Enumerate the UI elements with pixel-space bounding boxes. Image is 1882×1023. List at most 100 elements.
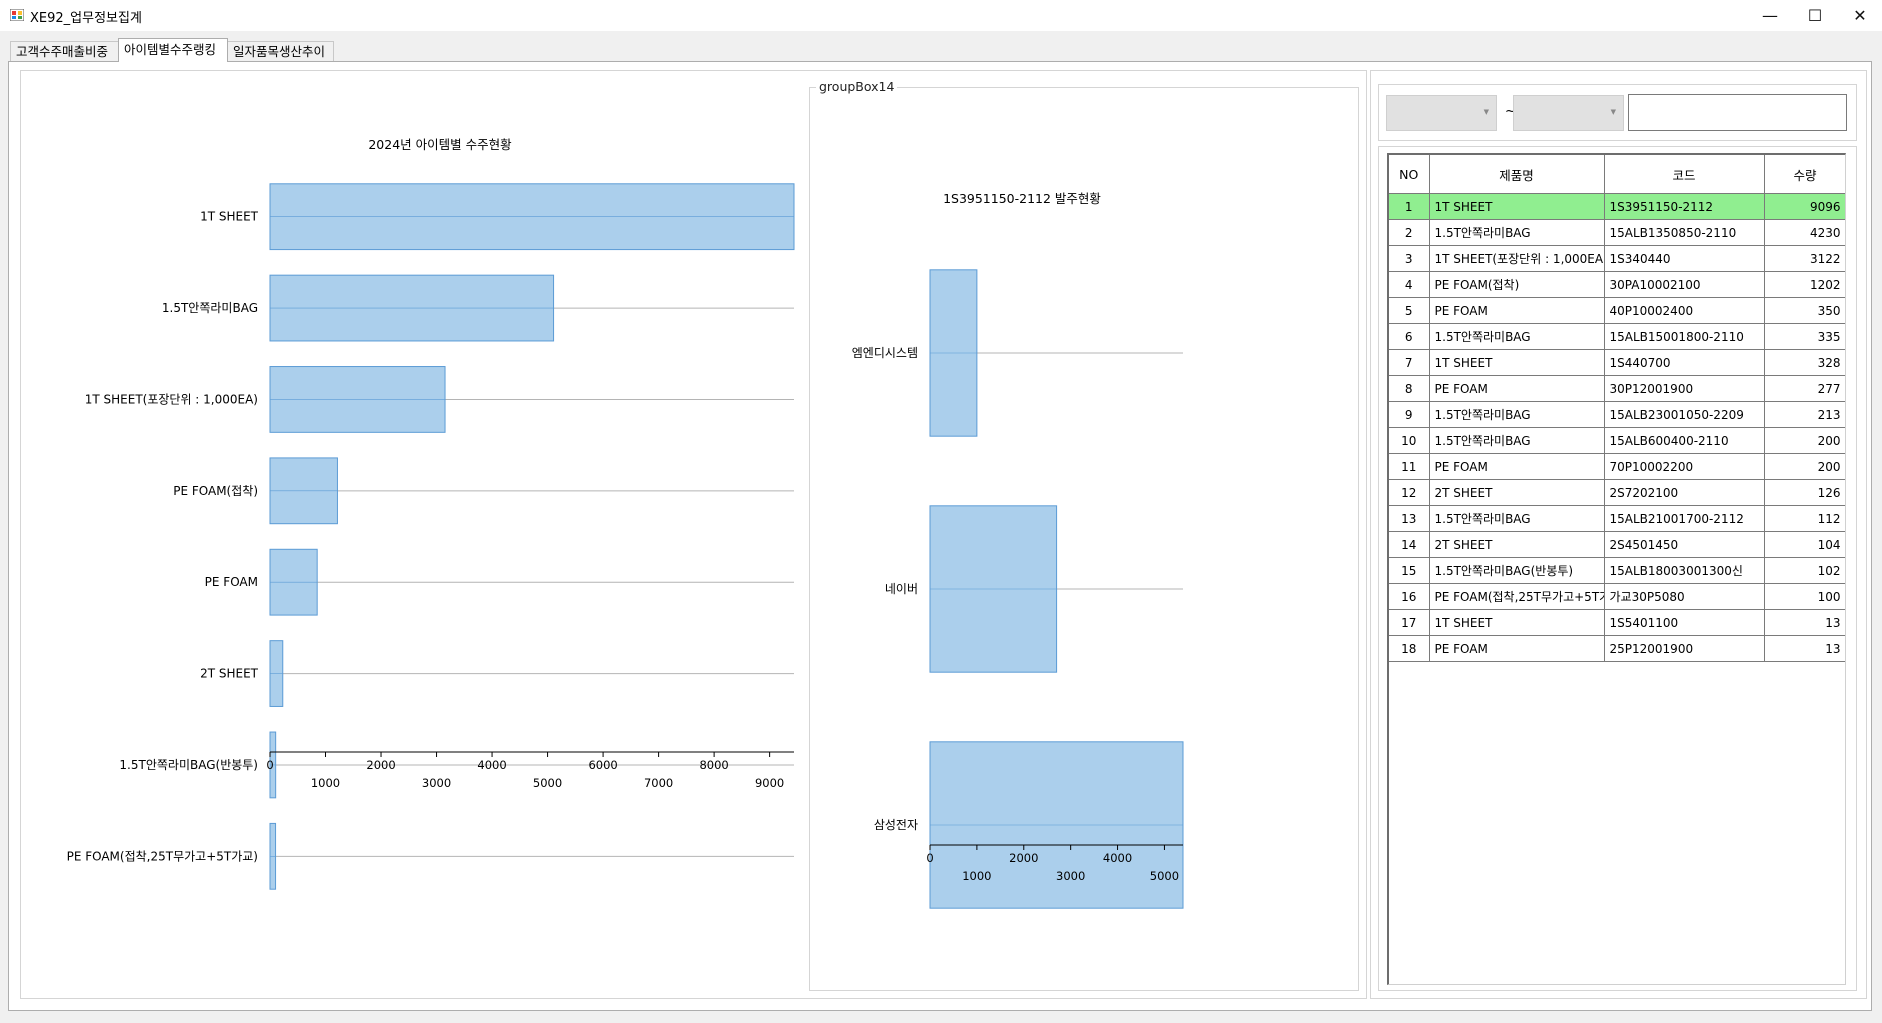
table-row[interactable]: 6 1.5T안쪽라미BAG 15ALB15001800-2110 335	[1389, 324, 1846, 350]
maximize-button[interactable]: ☐	[1792, 0, 1838, 31]
window-title: XE92_업무정보집계	[30, 7, 142, 26]
table-row[interactable]: 8 PE FOAM 30P12001900 277	[1389, 376, 1846, 402]
x-tick-label: 0	[266, 758, 273, 772]
category-label: 삼성전자	[874, 818, 918, 832]
row-number: 18	[1389, 636, 1429, 662]
product-name-cell: 1.5T안쪽라미BAG	[1429, 428, 1604, 454]
table-row[interactable]: 18 PE FOAM 25P12001900 13	[1389, 636, 1846, 662]
item-ranking-grid[interactable]: NO 제품명 코드 수량 1 1T SHEET 1S3951150-2112 9096…	[1387, 153, 1846, 985]
quantity-cell: 13	[1764, 636, 1846, 662]
tab-item-order-ranking[interactable]: 아이템별수주랭킹	[118, 38, 228, 62]
quantity-cell: 1202	[1764, 272, 1846, 298]
quantity-cell: 3122	[1764, 246, 1846, 272]
row-number: 17	[1389, 610, 1429, 636]
quantity-cell: 350	[1764, 298, 1846, 324]
table-row[interactable]: 15 1.5T안쪽라미BAG(반봉투) 15ALB18003001300신 102	[1389, 558, 1846, 584]
code-cell: 15ALB23001050-2209	[1604, 402, 1764, 428]
table-row[interactable]: 1 1T SHEET 1S3951150-2112 9096	[1389, 194, 1846, 220]
grid-table: NO 제품명 코드 수량 1 1T SHEET 1S3951150-2112 9096…	[1389, 155, 1846, 662]
dropdown-arrow-icon: ▼	[1611, 108, 1616, 116]
column-header-quantity[interactable]: 수량	[1764, 155, 1846, 194]
product-name-cell: PE FOAM	[1429, 454, 1604, 480]
table-row[interactable]: 13 1.5T안쪽라미BAG 15ALB21001700-2112 112	[1389, 506, 1846, 532]
table-row[interactable]: 17 1T SHEET 1S5401100 13	[1389, 610, 1846, 636]
date-to-combo[interactable]: ▼	[1513, 95, 1624, 131]
table-row[interactable]: 12 2T SHEET 2S7202100 126	[1389, 480, 1846, 506]
row-number: 6	[1389, 324, 1429, 350]
x-tick-label: 3000	[422, 776, 451, 790]
tab-daily-item-production[interactable]: 일자품목생산추이	[227, 41, 334, 61]
product-name-cell: 1.5T안쪽라미BAG	[1429, 506, 1604, 532]
x-tick-label: 1000	[962, 869, 991, 883]
x-tick-label: 0	[926, 851, 933, 865]
category-label: PE FOAM	[205, 575, 258, 589]
row-number: 11	[1389, 454, 1429, 480]
row-number: 5	[1389, 298, 1429, 324]
x-tick-label: 4000	[477, 758, 506, 772]
table-row[interactable]: 11 PE FOAM 70P10002200 200	[1389, 454, 1846, 480]
row-number: 12	[1389, 480, 1429, 506]
table-row[interactable]: 4 PE FOAM(접착) 30PA10002100 1202	[1389, 272, 1846, 298]
x-tick-label: 6000	[588, 758, 617, 772]
column-header-code[interactable]: 코드	[1604, 155, 1764, 194]
close-button[interactable]: ✕	[1838, 0, 1882, 31]
x-tick-label: 7000	[644, 776, 673, 790]
table-row[interactable]: 9 1.5T안쪽라미BAG 15ALB23001050-2209 213	[1389, 402, 1846, 428]
minimize-button[interactable]: —	[1747, 0, 1793, 31]
product-name-cell: PE FOAM	[1429, 298, 1604, 324]
code-cell: 1S3951150-2112	[1604, 194, 1764, 220]
product-name-cell: 1.5T안쪽라미BAG(반봉투)	[1429, 558, 1604, 584]
code-cell: 2S4501450	[1604, 532, 1764, 558]
search-input[interactable]	[1628, 94, 1847, 131]
tab-customer-sales-share[interactable]: 고객수주매출비중	[10, 41, 119, 61]
x-tick-label: 9000	[755, 776, 784, 790]
minimize-icon: —	[1762, 6, 1778, 25]
x-tick-label: 3000	[1056, 869, 1085, 883]
quantity-cell: 126	[1764, 480, 1846, 506]
title-bar	[0, 0, 1882, 31]
table-row[interactable]: 14 2T SHEET 2S4501450 104	[1389, 532, 1846, 558]
code-cell: 1S440700	[1604, 350, 1764, 376]
code-cell: 가교30P5080	[1604, 584, 1764, 610]
category-label: 2T SHEET	[200, 667, 259, 681]
product-name-cell: 1T SHEET	[1429, 610, 1604, 636]
row-number: 13	[1389, 506, 1429, 532]
code-cell: 15ALB1350850-2110	[1604, 220, 1764, 246]
dropdown-arrow-icon: ▼	[1484, 108, 1489, 116]
x-tick-label: 1000	[311, 776, 340, 790]
x-tick-label: 2000	[1009, 851, 1038, 865]
table-row[interactable]: 16 PE FOAM(접착,25T무가고+5T가 가교30P5080 100	[1389, 584, 1846, 610]
column-header-no[interactable]: NO	[1389, 155, 1429, 194]
category-label: 1T SHEET(포장단위 : 1,000EA)	[85, 392, 258, 406]
table-row[interactable]: 7 1T SHEET 1S440700 328	[1389, 350, 1846, 376]
quantity-cell: 200	[1764, 428, 1846, 454]
table-row[interactable]: 10 1.5T안쪽라미BAG 15ALB600400-2110 200	[1389, 428, 1846, 454]
code-cell: 15ALB21001700-2112	[1604, 506, 1764, 532]
code-cell: 30P12001900	[1604, 376, 1764, 402]
table-row[interactable]: 2 1.5T안쪽라미BAG 15ALB1350850-2110 4230	[1389, 220, 1846, 246]
row-number: 15	[1389, 558, 1429, 584]
quantity-cell: 9096	[1764, 194, 1846, 220]
column-header-product-name[interactable]: 제품명	[1429, 155, 1604, 194]
row-number: 16	[1389, 584, 1429, 610]
product-name-cell: 1T SHEET	[1429, 194, 1604, 220]
date-from-combo[interactable]: ▼	[1386, 95, 1497, 131]
row-number: 1	[1389, 194, 1429, 220]
code-cell: 15ALB15001800-2110	[1604, 324, 1764, 350]
row-number: 9	[1389, 402, 1429, 428]
product-name-cell: PE FOAM(접착,25T무가고+5T가	[1429, 584, 1604, 610]
quantity-cell: 328	[1764, 350, 1846, 376]
x-tick-label: 4000	[1103, 851, 1132, 865]
category-label: PE FOAM(접착)	[173, 484, 258, 498]
quantity-cell: 213	[1764, 402, 1846, 428]
product-name-cell: PE FOAM	[1429, 636, 1604, 662]
chart1-title: 2024년 아이템별 수주현황	[368, 137, 512, 152]
item-order-chart: 2024년 아이템별 수주현황 1T SHEET 1.5T안쪽라미BAG 1T SH…	[20, 71, 805, 996]
code-cell: 70P10002200	[1604, 454, 1764, 480]
table-row[interactable]: 3 1T SHEET(포장단위 : 1,000EA) 1S340440 3122	[1389, 246, 1846, 272]
table-row[interactable]: 5 PE FOAM 40P10002400 350	[1389, 298, 1846, 324]
quantity-cell: 104	[1764, 532, 1846, 558]
category-label: 1T SHEET	[200, 210, 259, 224]
close-icon: ✕	[1853, 6, 1866, 25]
x-tick-label: 5000	[533, 776, 562, 790]
